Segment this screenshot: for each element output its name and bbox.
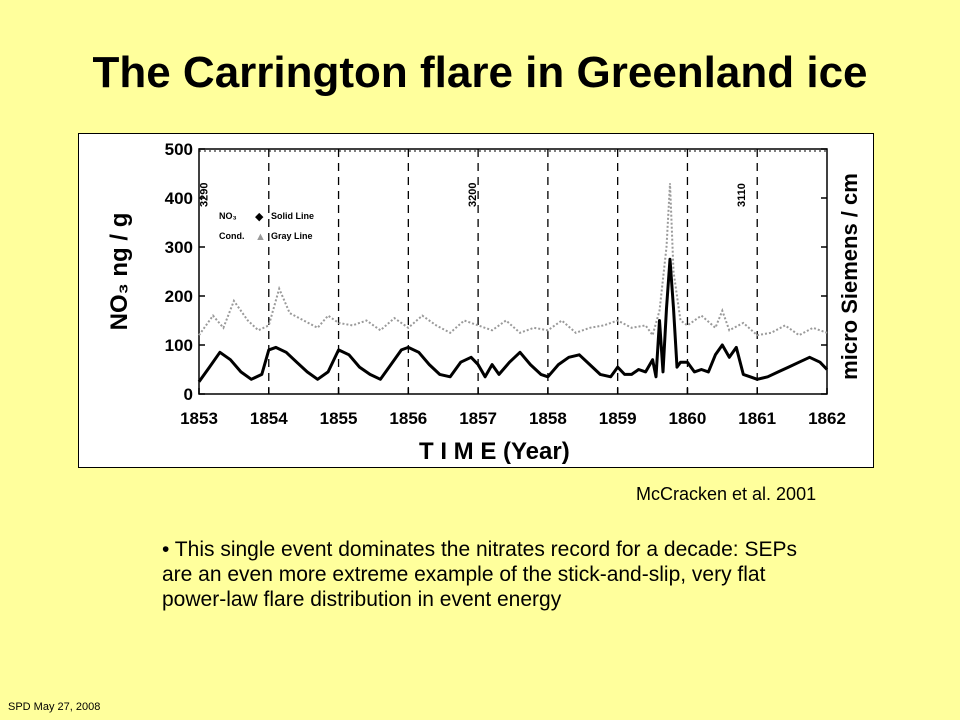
plot-frame xyxy=(198,148,828,395)
x-tick-label: 1856 xyxy=(389,409,427,428)
footer-date: SPD May 27, 2008 xyxy=(8,701,101,713)
y-tick-label: 100 xyxy=(165,336,193,355)
x-tick-label: 1862 xyxy=(808,409,846,428)
legend-description: Solid Line xyxy=(271,211,314,221)
x-tick-label: 1861 xyxy=(738,409,776,428)
y-axis-label-right: micro Siemens / cm xyxy=(837,173,862,380)
y-tick-label: 0 xyxy=(184,385,193,404)
x-tick-label: 1860 xyxy=(669,409,707,428)
legend-marker: ◆ xyxy=(255,211,264,223)
y-tick-label: 400 xyxy=(165,189,193,208)
x-tick-label: 1858 xyxy=(529,409,567,428)
x-tick-label: 1857 xyxy=(459,409,497,428)
depth-marker-label: 3290 xyxy=(198,183,210,207)
nitrate-chart: 0 100 200 300 400 500 1853 1854 1855 1856 1857 1858… xyxy=(106,140,862,465)
bullet-text: • This single event dominates the nitrat… xyxy=(162,538,797,611)
figure-panel: 0 100 200 300 400 500 1853 1854 1855 1856 1857 1858… xyxy=(78,133,874,468)
citation: McCracken et al. 2001 xyxy=(636,484,817,504)
x-axis-label: T I M E (Year) xyxy=(419,438,570,465)
legend-series-name: NO₃ xyxy=(219,211,237,221)
legend-series-name: Cond. xyxy=(219,231,245,241)
x-tick-label: 1853 xyxy=(180,409,218,428)
legend-description: Gray Line xyxy=(271,231,313,241)
legend-marker: ▲ xyxy=(255,231,266,243)
y-tick-label: 300 xyxy=(165,238,193,257)
y-tick-label: 200 xyxy=(165,287,193,306)
x-tick-label: 1855 xyxy=(320,409,358,428)
x-tick-label: 1854 xyxy=(250,409,288,428)
y-axis-label: NO₃ ng / g xyxy=(106,213,133,331)
depth-marker-label: 3200 xyxy=(467,183,479,207)
conductivity-series-line xyxy=(198,183,828,338)
x-tick-label: 1859 xyxy=(599,409,637,428)
y-tick-label: 500 xyxy=(165,140,193,159)
slide-title: The Carrington flare in Greenland ice xyxy=(92,48,868,97)
nitrate-series-line xyxy=(197,257,829,383)
depth-marker-label: 3110 xyxy=(736,183,748,207)
